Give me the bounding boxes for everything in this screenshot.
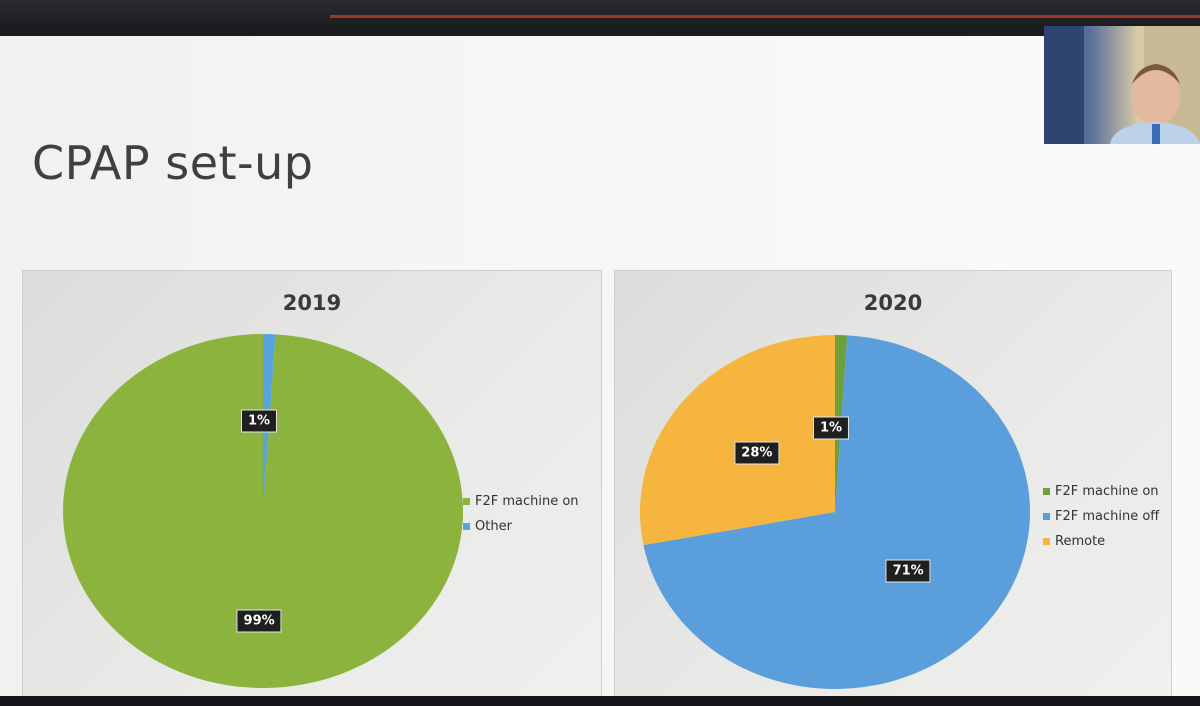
legend-item-2019-2: Other	[463, 514, 579, 539]
pie-slice-2019-1	[62, 334, 463, 688]
legend-label: F2F machine off	[1055, 509, 1160, 524]
window-top-bar	[0, 0, 1200, 24]
data-label-2020-3: 28%	[734, 441, 780, 465]
legend-item-2020-1: F2F machine on	[1043, 479, 1159, 504]
pie-slice-2020-3	[640, 335, 835, 546]
data-label-2019-1: 99%	[236, 609, 282, 633]
data-label-2019-2: 1%	[240, 409, 278, 433]
legend-swatch	[463, 498, 470, 505]
slide-title: CPAP set-up	[32, 136, 314, 190]
presentation-slide: CPAP set-up 2019 F2F machine on Other 99%…	[0, 36, 1200, 706]
screen-bottom-bezel	[0, 696, 1200, 706]
chart-panel-2020: 2020 F2F machine on F2F machine off Remote…	[614, 270, 1172, 706]
legend-item-2019-1: F2F machine on	[463, 489, 579, 514]
legend-label: F2F machine on	[1055, 484, 1159, 499]
legend-label: F2F machine on	[475, 494, 579, 509]
legend-2020: F2F machine on F2F machine off Remote	[1043, 479, 1159, 554]
pie-chart-2019	[62, 334, 463, 688]
chart-title-2019: 2019	[282, 291, 342, 315]
legend-item-2020-3: Remote	[1043, 529, 1159, 554]
chart-title-2020: 2020	[863, 291, 923, 315]
legend-swatch	[1043, 538, 1050, 545]
legend-label: Other	[475, 519, 512, 534]
legend-swatch	[463, 523, 470, 530]
top-bar-accent-line	[330, 15, 1200, 18]
legend-label: Remote	[1055, 534, 1106, 549]
legend-item-2020-2: F2F machine off	[1043, 504, 1159, 529]
data-label-2020-1: 1%	[812, 416, 850, 440]
legend-swatch	[1043, 488, 1050, 495]
chart-panel-2019: 2019 F2F machine on Other 99% 1%	[22, 270, 602, 706]
pie-slice-2020-2	[643, 335, 1030, 689]
data-label-2020-2: 71%	[885, 559, 931, 583]
legend-2019: F2F machine on Other	[463, 489, 579, 539]
legend-swatch	[1043, 513, 1050, 520]
pie-chart-2020	[640, 335, 1030, 689]
webcam-thumbnail	[1044, 26, 1200, 144]
presenter-video-image	[1044, 26, 1200, 144]
